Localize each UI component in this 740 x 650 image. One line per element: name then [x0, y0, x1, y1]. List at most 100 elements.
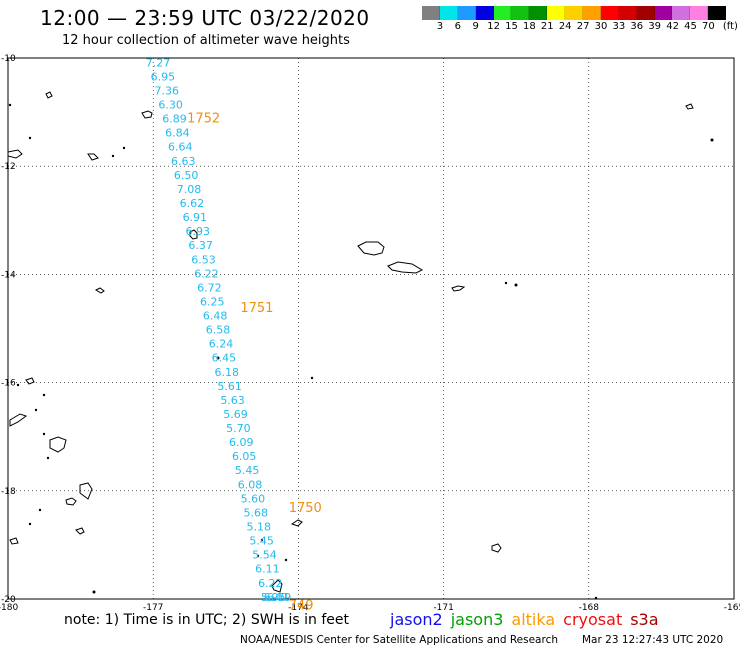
- map-frame: [7, 57, 735, 600]
- lon-tick-label: -180: [0, 603, 18, 613]
- island-outline: [7, 149, 23, 159]
- island-outline: [75, 527, 85, 535]
- color-scale-label: 30: [594, 21, 608, 32]
- lon-tick-label: -165: [724, 603, 740, 613]
- reef-dots: [8, 103, 714, 600]
- color-swatch: [511, 6, 530, 20]
- lon-tick-label: -174: [288, 603, 309, 613]
- swh-value: 7.08: [177, 183, 202, 196]
- map-axis-ticks: -180 -177 -174 -171 -168 -165 -10 -12 -14 -16 -18 -…: [0, 54, 740, 613]
- island-outline: [49, 436, 67, 453]
- swh-value: 6.63: [171, 155, 196, 168]
- swh-value: 5.69: [223, 408, 248, 421]
- swh-value: 6.05: [232, 450, 257, 463]
- island-outline: [141, 110, 153, 119]
- swh-value: 5.45: [249, 535, 274, 548]
- color-swatch: [457, 6, 476, 20]
- color-scale-label: 21: [540, 21, 554, 32]
- legend-item-jason2: jason2: [390, 610, 443, 629]
- footnote: note: 1) Time is in UTC; 2) SWH is in fe…: [64, 612, 350, 628]
- color-swatch: [618, 6, 637, 20]
- swh-value: 5.54: [252, 549, 277, 562]
- color-scale-label: 18: [523, 21, 536, 32]
- color-scale-label: 42: [666, 21, 679, 32]
- island-outline: [9, 537, 19, 545]
- pass-number-label: 1750: [289, 501, 322, 516]
- color-scale-label: 12: [487, 21, 500, 32]
- color-swatch: [475, 6, 494, 20]
- island-outlines: [7, 91, 694, 593]
- legend-item-cryosat: cryosat: [563, 610, 623, 629]
- swh-value: 6.93: [185, 225, 210, 238]
- swh-value: 6.45: [212, 352, 237, 365]
- swh-value: 5.60: [241, 492, 266, 505]
- island-outline: [290, 519, 303, 527]
- swh-value: 6.79: [267, 591, 292, 604]
- island-outline: [79, 482, 93, 500]
- swh-value: 6.95: [151, 70, 176, 83]
- swh-value: 6.64: [168, 141, 193, 154]
- swh-value: 5.68: [244, 506, 269, 519]
- color-swatch: [565, 6, 584, 20]
- pass-number-label: 1751: [240, 301, 273, 316]
- swh-value: 5.63: [220, 394, 245, 407]
- swh-value: 6.62: [180, 197, 205, 210]
- color-swatch: [672, 6, 691, 20]
- swh-value: 6.48: [203, 310, 228, 323]
- legend-item-s3a: s3a: [630, 610, 659, 629]
- color-swatch: [493, 6, 512, 20]
- color-scale-label: 39: [648, 21, 662, 32]
- swh-value: 6.08: [238, 478, 263, 491]
- island-outline: [65, 497, 77, 506]
- color-scale-label: 6: [454, 21, 461, 32]
- swh-value: 6.50: [174, 169, 199, 182]
- island-outline: [45, 91, 53, 99]
- swh-value: 6.91: [183, 211, 208, 224]
- color-swatch: [529, 6, 548, 20]
- color-scale-label: 15: [505, 21, 518, 32]
- page-subtitle: 12 hour collection of altimeter wave hei…: [62, 33, 350, 48]
- island-outline: [271, 579, 283, 593]
- swh-value: 6.24: [209, 338, 234, 351]
- island-outline: [9, 413, 28, 427]
- color-scale-label: 33: [612, 21, 626, 32]
- lon-tick-label: -168: [579, 603, 600, 613]
- color-swatch: [708, 6, 727, 20]
- lon-tick-label: -171: [433, 603, 453, 613]
- island-outline: [25, 377, 35, 385]
- island-outline: [491, 543, 502, 553]
- generation-timestamp: Mar 23 12:27:43 UTC 2020: [582, 634, 724, 646]
- satellite-legend: jason2 jason3 altika cryosat s3a: [390, 610, 667, 629]
- swh-value: 5.70: [226, 422, 251, 435]
- credit-line: NOAA/NESDIS Center for Satellite Applica…: [240, 634, 558, 646]
- swh-value: 5.61: [217, 380, 242, 393]
- pass-number-label: 1752: [187, 112, 220, 127]
- map-gridlines: [8, 58, 734, 599]
- swh-value: 6.53: [191, 253, 216, 266]
- swh-track: 7.276.957.36 6.306.896.846.646.636.507.08…: [146, 56, 292, 604]
- color-scale-unit: (ft): [722, 21, 738, 32]
- lat-tick-label: -14: [1, 270, 16, 280]
- swh-value: 6.37: [188, 239, 213, 252]
- island-outline: [451, 285, 466, 292]
- lat-tick-label: -16: [1, 379, 16, 389]
- color-swatch: [422, 6, 440, 20]
- island-outline: [189, 229, 198, 240]
- swh-value: 7.27: [146, 56, 171, 69]
- swh-value: 6.25: [200, 295, 225, 308]
- color-scale-label: 24: [558, 21, 572, 32]
- pass-labels: 1752 1751 1750 749: [187, 112, 322, 614]
- pass-number-label: 749: [289, 598, 314, 613]
- swh-value: 6.58: [206, 324, 231, 337]
- color-swatch: [439, 6, 458, 20]
- color-scale-label: 36: [630, 21, 644, 32]
- island-outline: [87, 153, 99, 161]
- swh-value: 5.95: [261, 591, 286, 604]
- lon-tick-label: -177: [143, 603, 163, 613]
- swh-value: 6.84: [165, 127, 190, 140]
- color-scale-label: 9: [472, 21, 479, 32]
- color-scale-bar: [422, 6, 727, 20]
- swh-value: 6.47: [264, 591, 289, 604]
- swh-value: 6.89: [162, 113, 187, 126]
- color-swatch: [654, 6, 673, 20]
